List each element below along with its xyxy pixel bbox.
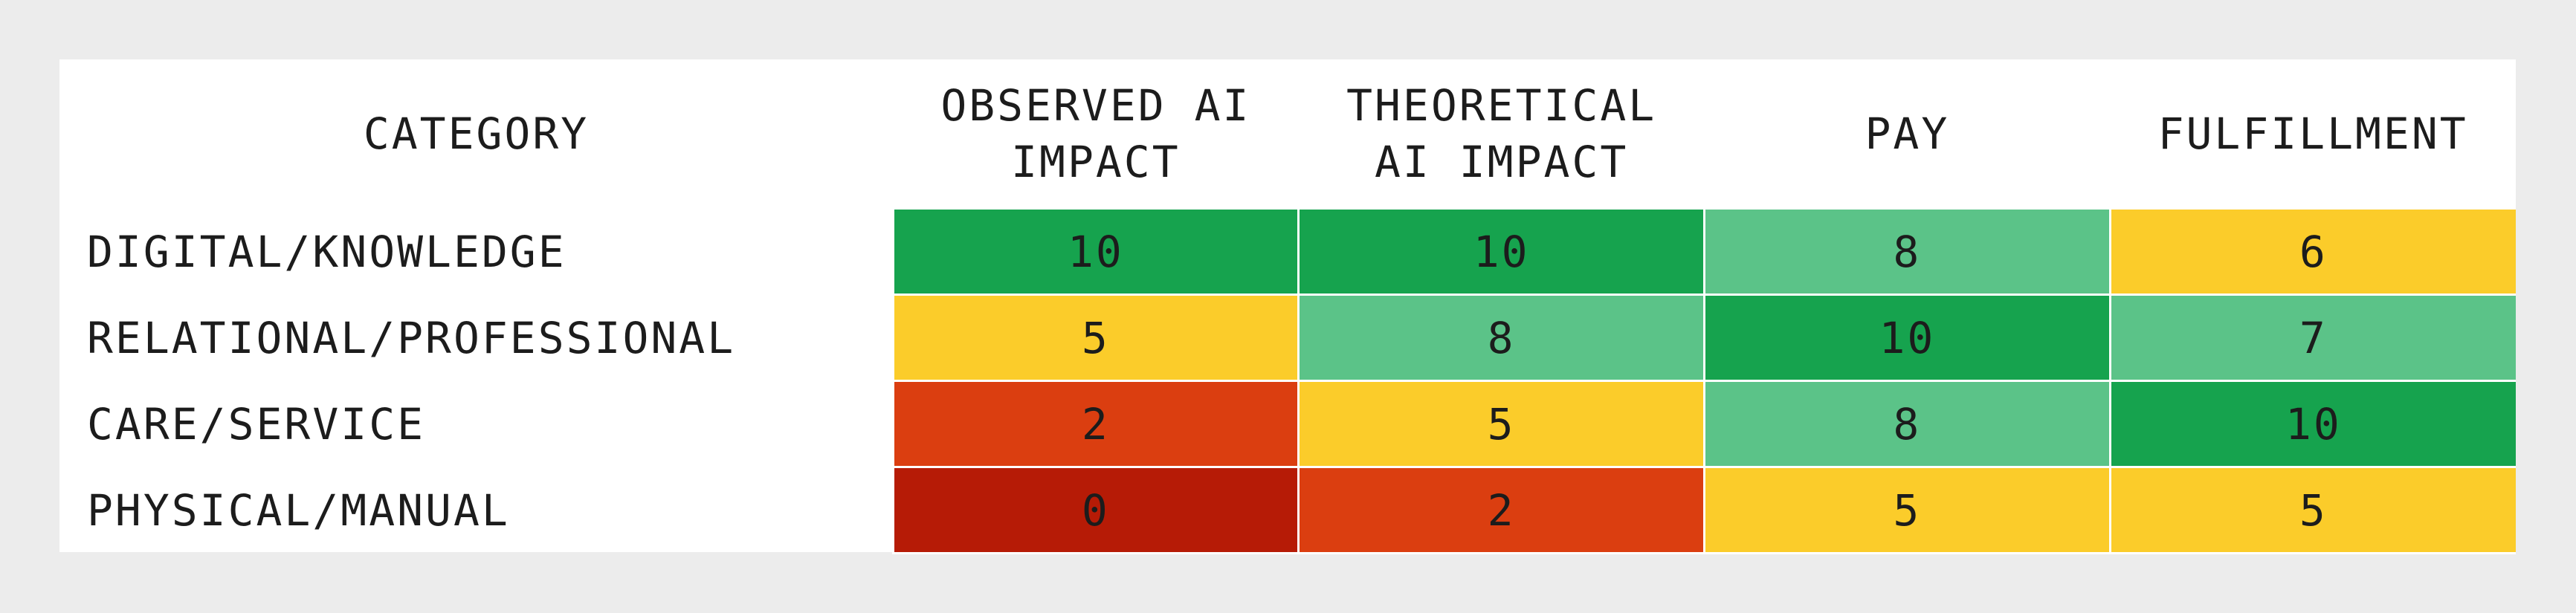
table-panel: CATEGORY OBSERVED AI IMPACT THEORETICAL AI… [59, 59, 2516, 554]
score-cell: 10 [2108, 380, 2516, 468]
score-cell: 8 [1703, 207, 2111, 296]
table-row: PHYSICAL/MANUAL 0 2 5 5 [59, 466, 2516, 554]
score-cell: 2 [1297, 466, 1705, 554]
heatmap-table: CATEGORY OBSERVED AI IMPACT THEORETICAL AI… [59, 59, 2516, 554]
score-cell: 5 [1297, 380, 1705, 468]
column-header: THEORETICAL AI IMPACT [1346, 80, 1657, 187]
row-label: RELATIONAL/PROFESSIONAL [87, 312, 736, 363]
column-header: CATEGORY [363, 108, 590, 160]
table-row: CARE/SERVICE 2 5 8 10 [59, 380, 2516, 468]
column-header: OBSERVED AI IMPACT [940, 80, 1251, 187]
score-cell: 10 [1297, 207, 1705, 296]
score-cell: 8 [1703, 380, 2111, 468]
score-cell: 5 [1703, 466, 2111, 554]
table-row: DIGITAL/KNOWLEDGE 10 10 8 6 [59, 207, 2516, 296]
row-label: PHYSICAL/MANUAL [87, 484, 510, 536]
column-header: PAY [1865, 108, 1950, 159]
score-cell: 10 [1703, 293, 2111, 382]
score-cell: 7 [2108, 293, 2516, 382]
score-cell: 8 [1297, 293, 1705, 382]
row-label: CARE/SERVICE [87, 398, 426, 450]
column-header: FULFILLMENT [2157, 108, 2468, 159]
row-label: DIGITAL/KNOWLEDGE [87, 226, 566, 277]
table-row: RELATIONAL/PROFESSIONAL 5 8 10 7 [59, 293, 2516, 382]
score-cell: 6 [2108, 207, 2516, 296]
score-cell: 5 [2108, 466, 2516, 554]
score-cell: 0 [891, 466, 1300, 554]
header-row: CATEGORY OBSERVED AI IMPACT THEORETICAL AI… [59, 59, 2516, 209]
table-body: DIGITAL/KNOWLEDGE 10 10 8 6 RELATIONAL/PROFES… [59, 207, 2516, 554]
score-cell: 2 [891, 380, 1300, 468]
score-cell: 10 [891, 207, 1300, 296]
score-cell: 5 [891, 293, 1300, 382]
